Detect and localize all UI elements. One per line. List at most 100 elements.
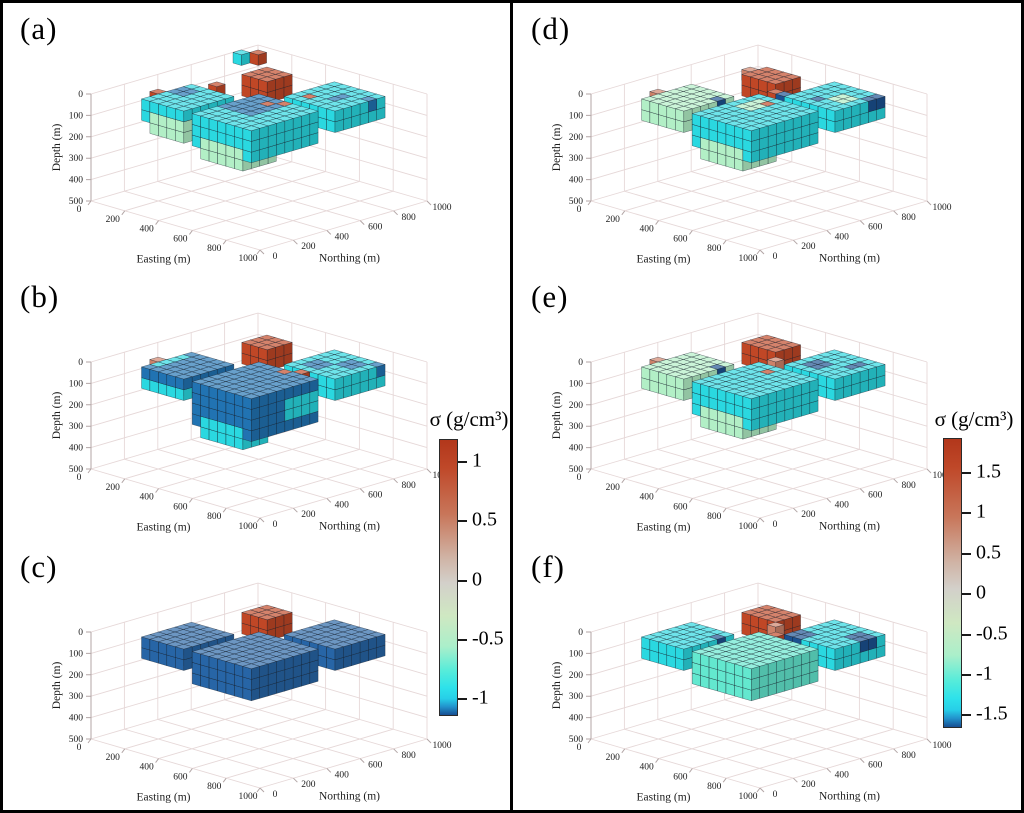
y-tick-label: 800: [901, 213, 916, 223]
x-tick-label: 800: [707, 244, 722, 254]
x-axis-label: Easting (m): [137, 792, 191, 804]
x-tick-label: 400: [639, 225, 654, 235]
x-tick-label: 800: [207, 782, 222, 792]
colorbar-tick-mark: [962, 714, 971, 717]
z-tick-label: 400: [69, 444, 84, 454]
y-tick-label: 0: [773, 252, 778, 262]
z-tick-label: 500: [569, 735, 584, 745]
panel-c: 0 200 400 600 800 1000 0 200 400 600 800 1000 0 100 20…: [3, 543, 510, 810]
y-tick-label: 800: [401, 751, 416, 761]
z-tick-label: 100: [569, 111, 584, 121]
z-tick-label: 300: [69, 154, 84, 164]
axis-lines: [586, 631, 932, 793]
z-tick-label: 500: [569, 465, 584, 475]
colorbar-tick-label: -0.5: [976, 622, 1008, 645]
z-tick-label: 300: [569, 422, 584, 432]
x-tick-label: 0: [77, 205, 82, 215]
colorbar-tick-label: -0.5: [472, 627, 504, 650]
x-tick-label: 200: [106, 483, 121, 493]
y-tick-label: 1000: [933, 471, 952, 481]
y-tick-label: 1000: [933, 741, 952, 751]
y-axis-label: Northing (m): [819, 791, 880, 803]
x-tick-label: 0: [77, 743, 82, 753]
x-tick-label: 800: [207, 244, 222, 254]
y-tick-label: 800: [401, 213, 416, 223]
x-axis-label: Easting (m): [637, 254, 691, 266]
voxel-plot-b: 0200400600800100002004006008001000010020…: [51, 312, 452, 534]
y-tick-label: 1000: [433, 203, 452, 213]
colorbar-left-gradient: [439, 439, 458, 716]
z-tick-label: 300: [569, 154, 584, 164]
z-tick-label: 300: [69, 422, 84, 432]
panel-f: 0 200 400 600 800 1000 0 200 400 600 800 1000 0 100 20…: [514, 543, 1021, 810]
y-tick-label: 400: [835, 500, 850, 510]
x-tick-label: 600: [673, 772, 688, 782]
voxel-plot-d: 0 200 400 600 800 1000 0 200 400 600 800 1000 0 100 20…: [551, 44, 952, 266]
y-axis-label: Northing (m): [819, 521, 880, 533]
y-tick-label: 400: [835, 770, 850, 780]
panel-label-b: (b): [20, 279, 60, 314]
axis-lines: [86, 361, 432, 523]
y-tick-label: 200: [301, 510, 316, 520]
voxel-group: [141, 334, 386, 450]
panel-label-a: (a): [20, 11, 58, 46]
z-tick-label: 300: [569, 692, 584, 702]
y-tick-label: 400: [335, 232, 350, 242]
colorbar-tick-mark: [962, 512, 971, 515]
z-tick-label: 200: [69, 133, 84, 143]
panel-e: 0 200 400 600 800 1000 0 200 400 600 800 1000 0 100 20…: [514, 273, 1021, 543]
x-tick-label: 0: [77, 473, 82, 483]
y-tick-label: 600: [368, 223, 383, 233]
colorbar-tick-label: -1.5: [976, 702, 1008, 725]
y-tick-label: 400: [335, 500, 350, 510]
x-tick-label: 1000: [239, 254, 258, 264]
voxel-group: [641, 334, 886, 440]
colorbar-tick-mark: [458, 520, 467, 523]
y-tick-label: 600: [868, 491, 883, 501]
x-tick-label: 400: [139, 763, 154, 773]
axis-lines: [586, 361, 932, 523]
x-tick-label: 800: [207, 512, 222, 522]
y-axis-label: Northing (m): [319, 253, 380, 265]
x-axis-label: Easting (m): [137, 522, 191, 534]
panel-a: 0 200 400 600 800 1000 0 200 400 600 800 1000 0 100 20…: [3, 5, 510, 275]
z-tick-label: 100: [69, 379, 84, 389]
y-tick-label: 200: [301, 242, 316, 252]
colorbar-tick-mark: [962, 552, 971, 555]
colorbar-tick-mark: [962, 633, 971, 636]
x-tick-label: 200: [606, 483, 621, 493]
y-tick-label: 600: [868, 223, 883, 233]
voxel-plot-f: 0 200 400 600 800 1000 0 200 400 600 800 1000 0 100 20…: [551, 582, 952, 804]
x-tick-label: 600: [173, 234, 188, 244]
column-divider: [510, 3, 513, 810]
x-axis-label: Easting (m): [637, 792, 691, 804]
z-tick-label: 200: [569, 133, 584, 143]
z-tick-label: 200: [569, 671, 584, 681]
colorbar-right-title: σ (g/cm³): [934, 407, 1014, 431]
z-tick-label: 400: [69, 176, 84, 186]
panel-label-c: (c): [20, 549, 58, 584]
colorbar-left-title: σ (g/cm³): [429, 407, 509, 431]
z-tick-label: 0: [78, 628, 83, 638]
colorbar-tick-mark: [962, 472, 971, 474]
x-tick-label: 1000: [239, 792, 258, 802]
colorbar-right: σ (g/cm³) 1.5 1 0.5 0 -0.5 -1 -1.5: [924, 407, 1021, 747]
z-tick-label: 0: [78, 358, 83, 368]
y-tick-label: 0: [773, 790, 778, 800]
x-tick-label: 200: [106, 753, 121, 763]
y-tick-label: 800: [401, 481, 416, 491]
voxel-group: [641, 604, 886, 701]
axis-lines: [86, 631, 432, 793]
x-tick-label: 200: [606, 215, 621, 225]
y-tick-label: 400: [335, 770, 350, 780]
z-axis-label: Depth (m): [551, 124, 563, 172]
voxel-plot-e: 0 200 400 600 800 1000 0 200 400 600 800 1000 0 100 20…: [551, 312, 952, 534]
y-tick-label: 200: [801, 510, 816, 520]
x-tick-label: 800: [707, 512, 722, 522]
x-tick-label: 800: [707, 782, 722, 792]
colorbar-tick-mark: [458, 579, 467, 582]
panel-label-f: (f): [531, 549, 565, 584]
x-tick-label: 400: [639, 493, 654, 503]
y-tick-label: 0: [773, 520, 778, 530]
